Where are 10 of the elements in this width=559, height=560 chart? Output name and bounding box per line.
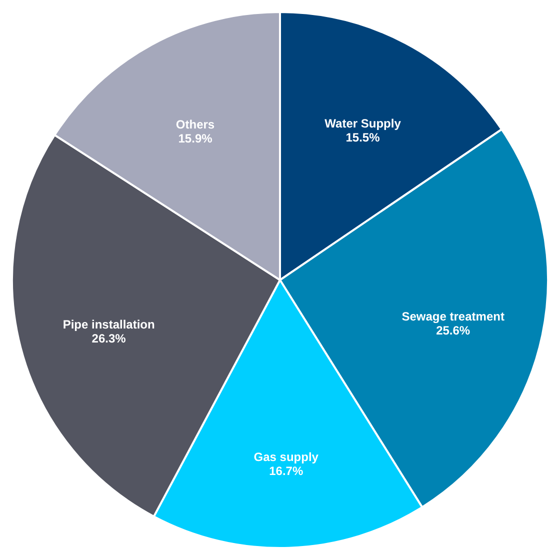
slice-label: Pipe installation	[62, 318, 155, 332]
slice-label: Others	[176, 118, 215, 132]
data-label: 15.5%	[346, 130, 380, 145]
slice-label: Gas supply	[254, 450, 319, 464]
data-label: 16.7%	[269, 464, 304, 478]
data-label: 15.9%	[178, 132, 213, 146]
data-label: 26.3%	[92, 332, 126, 346]
slice-label: Sewage treatment	[402, 309, 504, 324]
data-label: 25.6%	[436, 323, 470, 338]
slice-label: Water Supply	[324, 116, 402, 131]
